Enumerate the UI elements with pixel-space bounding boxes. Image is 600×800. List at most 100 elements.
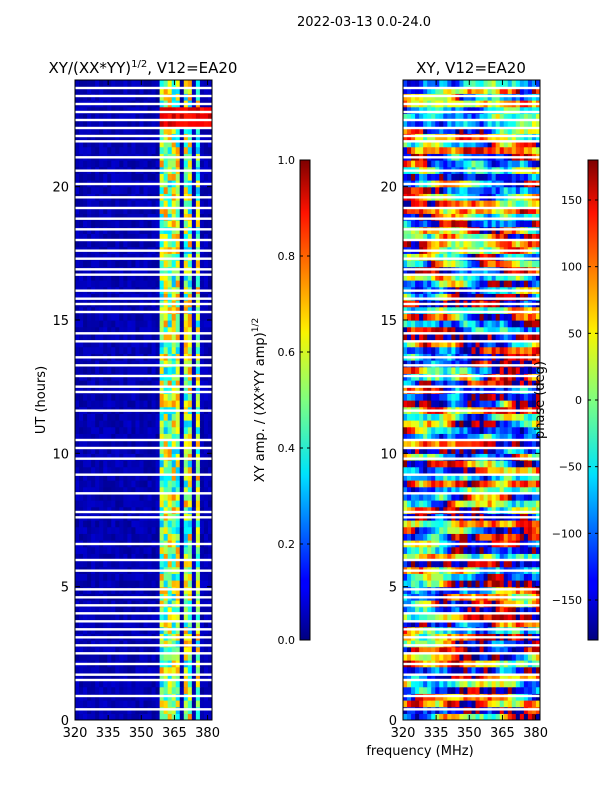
y-tick-label: 20	[52, 181, 69, 196]
heatmap-cell	[167, 473, 173, 481]
heatmap-cell	[207, 486, 212, 494]
heatmap-cell	[111, 240, 116, 248]
heatmap-cell	[471, 573, 477, 581]
heatmap-cell	[471, 420, 477, 428]
heatmap-cell	[155, 400, 161, 408]
heatmap-cell	[151, 573, 157, 581]
heatmap-cell	[179, 526, 185, 534]
heatmap-cell	[463, 606, 469, 614]
heatmap-cell	[103, 126, 108, 134]
heatmap-cell	[183, 206, 189, 214]
heatmap-cell	[179, 420, 185, 428]
heatmap-cell	[195, 360, 201, 368]
heatmap-cell	[195, 420, 201, 428]
heatmap-cell	[123, 86, 128, 94]
heatmap-cell	[123, 533, 128, 541]
heatmap-cell	[155, 326, 161, 334]
heatmap-cell	[195, 146, 201, 154]
heatmap-cell	[107, 686, 112, 694]
heatmap-cell	[479, 420, 485, 428]
colorbar1-ticks: 0.00.20.40.60.81.0	[278, 154, 310, 647]
heatmap-cell	[99, 380, 104, 388]
heatmap-cell	[75, 500, 80, 508]
heatmap-cell	[111, 580, 116, 588]
heatmap-cell	[463, 560, 469, 568]
heatmap-cell	[183, 546, 189, 554]
heatmap-cell	[495, 613, 501, 621]
heatmap-cell	[495, 600, 501, 608]
heatmap-cell	[491, 486, 497, 494]
heatmap-cell	[127, 120, 133, 128]
heatmap-cell	[87, 346, 92, 354]
heatmap-cell	[523, 413, 529, 421]
flag-gap-line	[75, 134, 212, 138]
heatmap-cell	[119, 460, 124, 468]
heatmap-cell	[431, 553, 436, 561]
heatmap-cell	[147, 653, 153, 661]
heatmap-cell	[147, 440, 153, 448]
flag-gap-line	[75, 662, 212, 666]
heatmap-cell	[79, 86, 84, 94]
heatmap-cell	[451, 580, 456, 588]
heatmap-cell	[435, 620, 440, 628]
heatmap-cell	[83, 420, 88, 428]
heatmap-cell	[191, 240, 197, 248]
heatmap-cell	[451, 400, 456, 408]
heatmap-cell	[119, 206, 124, 214]
heatmap-cell	[499, 553, 505, 561]
heatmap-cell	[75, 200, 80, 208]
heatmap-cell	[507, 606, 513, 614]
heatmap-cell	[119, 506, 124, 514]
heatmap-cell	[151, 86, 157, 94]
heatmap-cell	[451, 480, 456, 488]
heatmap-cell	[155, 666, 161, 674]
heatmap-cell	[459, 673, 465, 681]
heatmap-cell	[183, 713, 189, 720]
heatmap-cell	[467, 486, 473, 494]
heatmap-cell	[199, 366, 205, 374]
heatmap-cell	[483, 600, 489, 608]
heatmap-cell	[479, 413, 485, 421]
heatmap-cell	[415, 646, 420, 654]
heatmap-cell	[123, 553, 128, 561]
heatmap-cell	[107, 140, 112, 148]
heatmap-cell	[455, 486, 461, 494]
heatmap-cell	[95, 533, 100, 541]
flag-gap-line	[75, 249, 212, 252]
heatmap-cell	[511, 560, 517, 568]
heatmap-cell	[467, 433, 473, 441]
heatmap-cell	[87, 253, 92, 261]
heatmap-cell	[119, 120, 124, 128]
heatmap-cell	[127, 460, 133, 468]
heatmap-cell	[119, 666, 124, 674]
heatmap-cell	[491, 446, 497, 454]
heatmap-cell	[155, 240, 161, 248]
heatmap-cell	[99, 526, 104, 534]
heatmap-cell	[167, 420, 173, 428]
heatmap-cell	[183, 186, 189, 194]
heatmap-cell	[95, 126, 100, 134]
heatmap-cell	[119, 560, 124, 568]
heatmap-cell	[179, 493, 185, 501]
heatmap-cell	[479, 446, 485, 454]
heatmap-cell	[507, 420, 513, 428]
heatmap-cell	[199, 140, 205, 148]
heatmap-cell	[91, 86, 96, 94]
heatmap-cell	[183, 433, 189, 441]
heatmap-cell	[515, 486, 521, 494]
heatmap-cell	[75, 533, 80, 541]
heatmap-cell	[467, 646, 473, 654]
heatmap-cell	[75, 386, 80, 394]
heatmap-cell	[139, 173, 145, 181]
heatmap-cell	[431, 500, 436, 508]
heatmap-cell	[187, 140, 193, 148]
heatmap-cell	[419, 473, 424, 481]
heatmap-cell	[467, 620, 473, 628]
heatmap-cell	[439, 640, 444, 648]
heatmap-cell	[143, 220, 149, 228]
heatmap-cell	[411, 433, 416, 441]
heatmap-cell	[443, 713, 448, 720]
heatmap-cell	[171, 440, 177, 448]
heatmap-cell	[119, 273, 124, 281]
flag-gap-line	[75, 238, 212, 242]
